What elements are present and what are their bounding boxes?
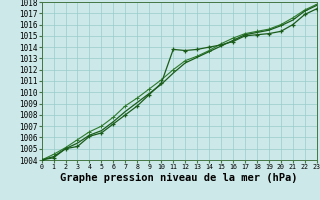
X-axis label: Graphe pression niveau de la mer (hPa): Graphe pression niveau de la mer (hPa)	[60, 173, 298, 183]
